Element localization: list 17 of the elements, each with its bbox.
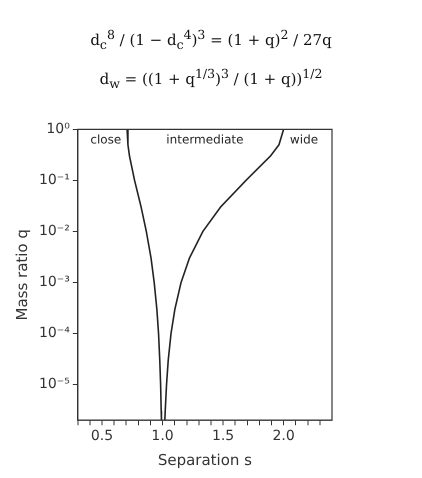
annotation: intermediate	[166, 132, 244, 147]
x-tick-label: 1.0	[151, 428, 174, 444]
x-axis-title: Separation s	[158, 450, 252, 469]
x-tick-label: 2.0	[272, 428, 295, 444]
y-tick-label: 10⁻³	[38, 274, 70, 290]
annotation: close	[90, 132, 122, 147]
y-tick-label: 10⁻⁵	[38, 376, 70, 392]
text: d$_{c}$$^{8}$ / (1 − d$_{c}$$^{4}$)$^{3}$ = (1 + q)$^{2}$ / 27q	[90, 27, 332, 52]
text: d$_{w}$ = ((1 + q$^{1/3}$)$^{3}$ / (1 + q))$^{1/2}$	[100, 66, 322, 91]
y-axis-title: Mass ratio q	[12, 229, 31, 321]
y-tick-label: 10⁻⁴	[38, 325, 70, 342]
x-tick-label: 0.5	[90, 428, 114, 444]
y-tick-label: 10⁻¹	[38, 172, 70, 188]
annotation: wide	[290, 132, 318, 147]
x-tick-label: 1.5	[212, 428, 234, 444]
y-tick-label: 10⁻²	[38, 223, 70, 240]
y-tick-label: 10⁰	[46, 121, 70, 138]
